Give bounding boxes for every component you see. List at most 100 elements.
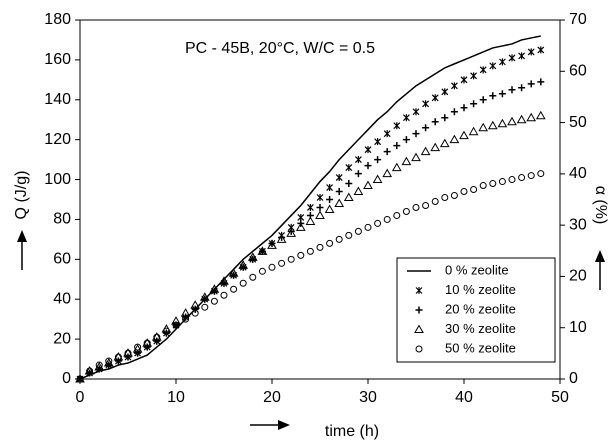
- marker: [507, 116, 517, 126]
- legend-label: 20 % zeolite: [445, 301, 516, 316]
- marker: [430, 142, 441, 152]
- marker: [489, 180, 497, 188]
- marker: [114, 357, 122, 365]
- marker: [95, 361, 103, 369]
- marker: [422, 124, 430, 132]
- marker: [345, 180, 353, 188]
- marker: [412, 130, 420, 138]
- marker: [354, 156, 362, 164]
- legend-label: 50 % zeolite: [445, 340, 516, 355]
- marker: [412, 108, 420, 116]
- marker: [402, 114, 410, 122]
- marker: [315, 210, 325, 219]
- marker: [219, 276, 229, 285]
- marker: [209, 284, 220, 293]
- marker: [306, 203, 314, 211]
- marker: [527, 172, 535, 180]
- x-axis-label: time (h): [325, 423, 379, 440]
- y2-tick-label: 10: [569, 319, 587, 336]
- marker: [526, 112, 537, 122]
- y-tick-label: 60: [53, 251, 71, 268]
- marker: [460, 188, 468, 196]
- legend-label: 10 % zeolite: [445, 282, 516, 297]
- marker: [401, 156, 412, 166]
- marker: [535, 110, 546, 120]
- marker: [470, 186, 478, 194]
- marker: [498, 58, 506, 66]
- marker: [537, 78, 545, 86]
- marker: [402, 207, 410, 215]
- y2-axis-label: α (%): [592, 186, 609, 225]
- marker: [190, 300, 201, 309]
- marker: [182, 315, 190, 323]
- marker: [527, 48, 535, 56]
- marker: [372, 174, 383, 184]
- y2-tick-label: 60: [569, 63, 587, 80]
- marker: [431, 118, 439, 126]
- marker: [439, 138, 450, 148]
- marker: [114, 353, 122, 361]
- marker: [249, 255, 257, 263]
- chart-title: PC - 45B, 20°C, W/C = 0.5: [185, 40, 375, 57]
- marker: [470, 72, 478, 80]
- marker: [516, 114, 527, 124]
- y-tick-label: 0: [62, 370, 71, 387]
- marker: [326, 184, 334, 192]
- marker: [489, 62, 497, 70]
- marker: [201, 295, 209, 303]
- marker: [316, 243, 324, 251]
- marker: [267, 240, 277, 249]
- marker: [297, 251, 305, 259]
- marker: [238, 260, 249, 269]
- marker: [422, 100, 430, 108]
- marker: [479, 182, 487, 190]
- marker: [324, 204, 335, 213]
- x-tick-label: 20: [263, 389, 281, 406]
- marker: [191, 305, 199, 313]
- marker: [199, 292, 210, 301]
- marker: [103, 358, 114, 367]
- plot-frame: [79, 19, 561, 380]
- marker: [153, 333, 161, 341]
- legend-box: [396, 257, 556, 363]
- marker: [124, 353, 132, 361]
- y-tick-label: 120: [44, 131, 71, 148]
- marker: [364, 162, 372, 170]
- marker: [86, 367, 94, 375]
- marker: [459, 130, 469, 140]
- marker: [239, 279, 247, 287]
- marker: [191, 309, 199, 317]
- marker: [124, 349, 132, 357]
- marker: [305, 216, 316, 225]
- marker: [326, 196, 334, 203]
- marker: [335, 188, 343, 196]
- marker: [153, 337, 161, 345]
- marker: [335, 174, 343, 182]
- marker: [537, 170, 545, 178]
- legend-marker: [415, 287, 423, 294]
- marker: [276, 234, 287, 243]
- marker: [393, 211, 401, 219]
- marker: [441, 194, 449, 202]
- x-tick-label: 0: [76, 389, 85, 406]
- marker: [258, 267, 266, 275]
- y-tick-label: 20: [53, 330, 71, 347]
- y-tick-label: 160: [44, 51, 71, 68]
- y2-tick-label: 70: [569, 11, 587, 28]
- marker: [345, 231, 353, 239]
- y2-tick-label: 50: [569, 114, 587, 131]
- marker: [508, 54, 516, 62]
- marker: [411, 152, 421, 162]
- marker: [345, 164, 353, 172]
- marker: [354, 170, 362, 178]
- marker: [363, 180, 373, 190]
- marker: [364, 146, 372, 154]
- marker: [171, 316, 181, 325]
- legend-label: 30 % zeolite: [445, 321, 516, 336]
- marker: [316, 203, 324, 211]
- marker: [354, 227, 362, 235]
- marker: [334, 198, 345, 207]
- marker: [132, 344, 143, 353]
- marker: [497, 118, 508, 128]
- marker: [201, 303, 209, 311]
